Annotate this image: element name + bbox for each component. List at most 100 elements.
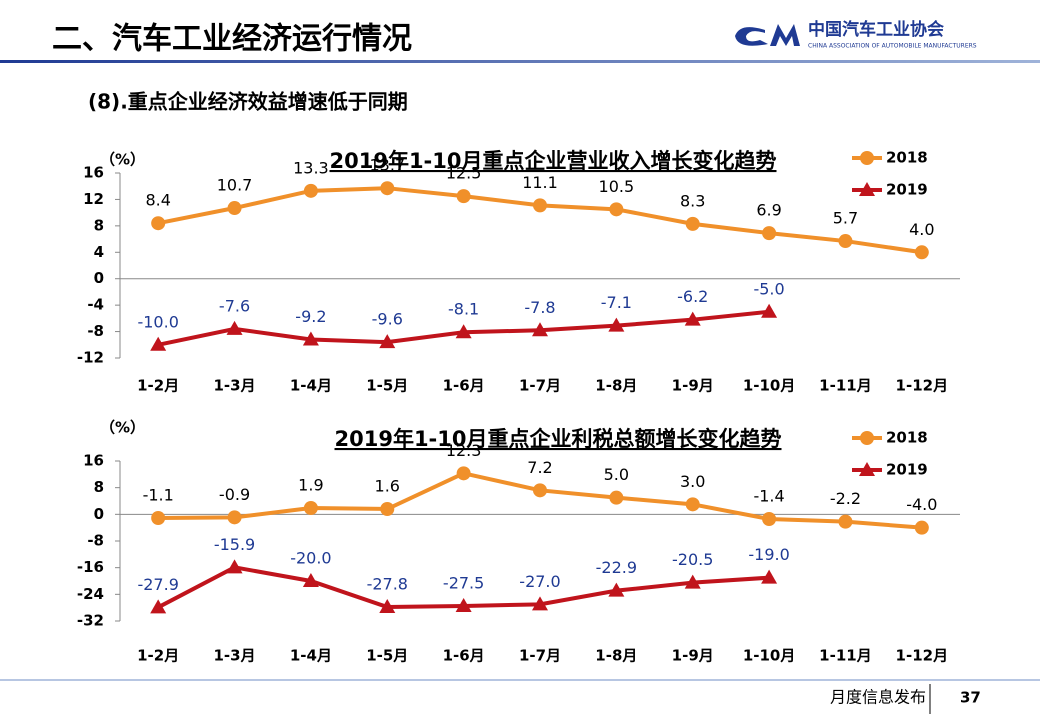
y-tick-label: -12 bbox=[77, 349, 104, 367]
slide-title: 二、汽车工业经济运行情况 bbox=[52, 22, 412, 57]
value-label: 1.9 bbox=[298, 476, 323, 495]
value-label: -9.2 bbox=[295, 307, 326, 326]
point bbox=[150, 336, 167, 351]
point bbox=[838, 234, 853, 249]
x-tick-label: 1-10月 bbox=[743, 377, 796, 395]
x-tick-label: 1-4月 bbox=[290, 377, 332, 395]
value-label: -27.9 bbox=[137, 575, 178, 594]
x-tick-label: 1-11月 bbox=[819, 647, 872, 665]
value-label: -5.0 bbox=[753, 279, 784, 298]
value-label: -7.1 bbox=[601, 293, 632, 312]
point bbox=[533, 483, 547, 498]
value-label: 5.0 bbox=[604, 465, 629, 484]
value-label: 10.7 bbox=[217, 176, 253, 195]
point bbox=[609, 202, 624, 217]
legend-label: 2019 bbox=[886, 181, 928, 199]
y-tick-label: 12 bbox=[83, 190, 104, 208]
point bbox=[455, 598, 472, 612]
y-axis-label: （%） bbox=[100, 419, 145, 437]
x-tick-label: 1-2月 bbox=[137, 377, 179, 395]
value-label: 4.0 bbox=[909, 220, 934, 239]
value-label: -19.0 bbox=[748, 545, 789, 564]
value-label: 12.3 bbox=[446, 441, 482, 460]
point bbox=[684, 311, 701, 326]
x-tick-label: 1-8月 bbox=[595, 647, 637, 665]
y-tick-label: -24 bbox=[77, 585, 104, 603]
point bbox=[379, 599, 396, 613]
x-tick-label: 1-6月 bbox=[443, 377, 485, 395]
point bbox=[533, 198, 547, 213]
footer-text: 月度信息发布 bbox=[830, 688, 926, 707]
value-label: 8.4 bbox=[145, 191, 170, 210]
x-tick-label: 1-4月 bbox=[290, 647, 332, 665]
value-label: 13.3 bbox=[293, 158, 329, 177]
legend-marker bbox=[860, 431, 874, 445]
point bbox=[609, 490, 624, 505]
value-label: -0.9 bbox=[219, 485, 250, 504]
y-tick-label: -8 bbox=[87, 322, 104, 340]
value-label: -1.4 bbox=[753, 487, 784, 506]
point bbox=[226, 559, 243, 574]
point bbox=[151, 216, 166, 231]
value-label: -22.9 bbox=[596, 558, 637, 577]
point bbox=[685, 216, 700, 231]
x-tick-label: 1-5月 bbox=[366, 377, 408, 395]
point bbox=[914, 520, 929, 535]
value-label: 5.7 bbox=[833, 209, 858, 228]
value-label: -20.5 bbox=[672, 550, 713, 569]
series-line bbox=[157, 186, 923, 255]
point bbox=[227, 201, 242, 216]
x-tick-label: 1-12月 bbox=[896, 647, 949, 665]
y-tick-label: -32 bbox=[77, 612, 104, 630]
value-label: -15.9 bbox=[214, 535, 255, 554]
x-tick-label: 1-10月 bbox=[743, 647, 796, 665]
value-label: -4.0 bbox=[906, 495, 937, 514]
point bbox=[685, 497, 700, 512]
x-tick-label: 1-3月 bbox=[213, 647, 255, 665]
point bbox=[456, 466, 471, 481]
value-label: -10.0 bbox=[137, 312, 178, 331]
y-tick-label: -16 bbox=[77, 558, 104, 576]
point bbox=[151, 511, 166, 525]
x-tick-label: 1-8月 bbox=[595, 377, 637, 395]
point bbox=[532, 596, 548, 611]
value-label: 11.1 bbox=[522, 173, 558, 192]
point bbox=[302, 573, 319, 587]
point bbox=[838, 514, 853, 529]
legend-marker bbox=[859, 182, 875, 196]
y-tick-label: 0 bbox=[94, 505, 104, 523]
x-tick-label: 1-11月 bbox=[819, 377, 872, 395]
x-tick-label: 1-7月 bbox=[519, 377, 561, 395]
section-subtitle: (8).重点企业经济效益增速低于同期 bbox=[88, 90, 408, 114]
series-line bbox=[158, 471, 922, 530]
value-label: 6.9 bbox=[756, 201, 781, 220]
point bbox=[456, 189, 471, 204]
x-tick-label: 1-6月 bbox=[443, 647, 485, 665]
x-tick-label: 1-12月 bbox=[896, 377, 949, 395]
value-label: -27.8 bbox=[367, 575, 408, 594]
legend-marker bbox=[859, 462, 875, 476]
point bbox=[302, 331, 319, 346]
point bbox=[303, 501, 318, 515]
value-label: 13.7 bbox=[369, 156, 405, 175]
page-number: 37 bbox=[960, 689, 981, 707]
legend-label: 2018 bbox=[886, 429, 928, 447]
value-label: 10.5 bbox=[599, 177, 635, 196]
value-label: -27.0 bbox=[519, 572, 560, 591]
point bbox=[227, 510, 242, 525]
chart-title: 2019年1-10月重点企业利税总额增长变化趋势 bbox=[335, 427, 782, 451]
point bbox=[762, 226, 777, 241]
value-label: 7.2 bbox=[527, 458, 552, 477]
y-tick-label: 8 bbox=[94, 478, 104, 496]
value-label: 8.3 bbox=[680, 191, 705, 210]
value-label: -2.2 bbox=[830, 489, 861, 508]
y-tick-label: 16 bbox=[83, 452, 104, 470]
x-tick-label: 1-2月 bbox=[137, 647, 179, 665]
point bbox=[608, 582, 625, 597]
y-tick-label: -4 bbox=[87, 296, 104, 314]
point bbox=[455, 324, 472, 339]
logo-mark bbox=[735, 24, 800, 46]
x-tick-label: 1-7月 bbox=[519, 647, 561, 665]
point bbox=[532, 322, 548, 337]
value-label: -6.2 bbox=[677, 287, 708, 306]
